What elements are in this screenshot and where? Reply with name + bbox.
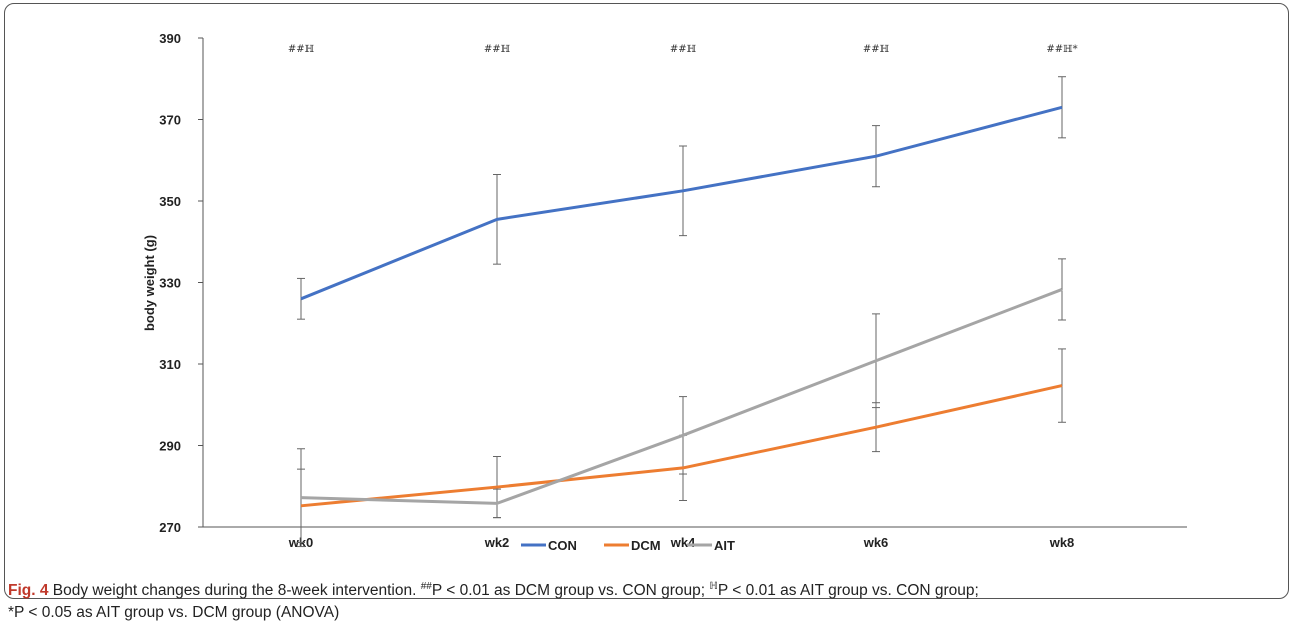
note3-text: *P < 0.05 as AIT group vs. DCM group (AN… [8,604,340,621]
caption-text: Body weight changes during the 8-week in… [52,582,417,599]
series-line-dcm [300,384,1063,508]
legend-label: AIT [714,538,735,553]
figure-frame [4,3,1289,599]
y-tick-label: 330 [159,276,181,291]
y-tick-label: 290 [159,439,181,454]
y-axis-label: body weight (g) [142,235,157,331]
annotation-label: ##ℍ* [1046,44,1077,55]
annotation-label: ##ℍ [863,44,889,55]
error-bar-dcm [1058,348,1066,423]
legend-item-dcm: DCM [604,538,661,553]
series-lines [300,105,1063,508]
legend: CON DCM AIT [521,538,735,553]
x-tick-label: wk2 [484,535,510,550]
note1-text: P < 0.01 as DCM group vs. CON group; [431,582,706,599]
legend-label: DCM [631,538,661,553]
y-tick-label: 370 [159,113,181,128]
chart-axes: 270290310330350370390wk0wk2wk4wk6wk8 [159,31,1187,550]
x-tick-label: wk4 [670,535,696,550]
note1-superscript: ## [420,580,432,592]
y-tick-label: 390 [159,31,181,46]
legend-label: CON [548,538,577,553]
y-tick-label: 270 [159,520,181,535]
error-bar-con [1058,76,1066,139]
annotation-label: ##ℍ [288,44,314,55]
figure-label: Fig. 4 [8,582,49,599]
x-tick-label: wk6 [863,535,889,550]
legend-item-ait: AIT [687,538,735,553]
x-tick-label: wk8 [1049,535,1075,550]
y-tick-label: 350 [159,194,181,209]
legend-item-con: CON [521,538,577,553]
error-bars [297,76,1066,548]
significance-annotations: ##ℍ ##ℍ ##ℍ ##ℍ ##ℍ* [288,44,1078,55]
note2-text: P < 0.01 as AIT group vs. CON group; [717,582,979,599]
figure-caption: Fig. 4 Body weight changes during the 8-… [8,580,1283,624]
series-line-ait [300,288,1063,505]
series-line-con [300,105,1063,301]
y-tick-label: 310 [159,357,181,372]
note2-superscript: ℍ [709,580,718,592]
annotation-label: ##ℍ [670,44,696,55]
line-chart: 270290310330350370390wk0wk2wk4wk6wk8 ##ℍ… [142,31,1187,553]
annotation-label: ##ℍ [484,44,510,55]
